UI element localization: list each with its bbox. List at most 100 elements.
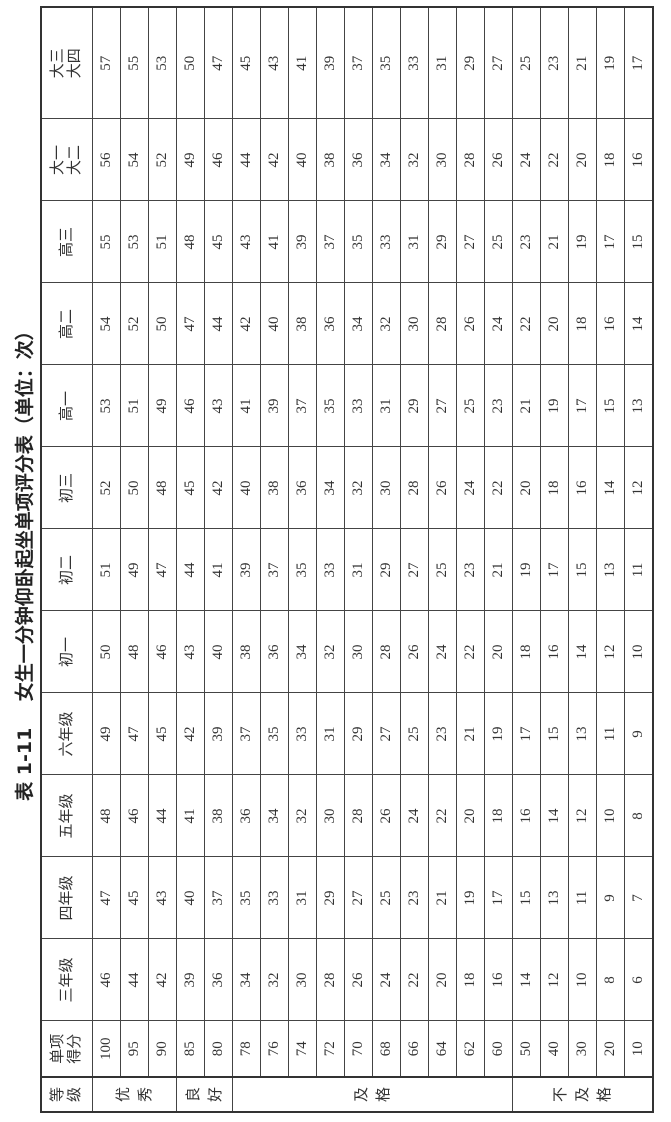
score-cell: 90 — [148, 1021, 177, 1077]
column-header: 大一大二 — [41, 119, 93, 201]
value-cell: 31 — [316, 693, 345, 775]
value-cell: 51 — [148, 201, 177, 283]
value-cell: 47 — [204, 7, 233, 119]
column-header: 大三大四 — [41, 7, 93, 119]
value-cell: 29 — [344, 693, 373, 775]
value-cell: 45 — [204, 201, 233, 283]
column-header-label: 初三 — [58, 473, 75, 504]
value-cell: 18 — [484, 775, 513, 857]
value-cell: 40 — [204, 611, 233, 693]
value-cell: 9 — [596, 857, 625, 939]
table-row: 优秀 100 46 47 48 49 50 51 52 53 54 55 56 57 — [92, 7, 177, 1112]
value-cell: 12 — [568, 775, 597, 857]
table-row: 74 30 31 32 33 34 35 36 37 38 39 40 41 — [288, 7, 317, 1112]
value-cell: 38 — [288, 283, 317, 365]
value-cell: 20 — [540, 283, 569, 365]
score-cell: 80 — [204, 1021, 233, 1077]
value-cell: 11 — [568, 857, 597, 939]
score-cell: 30 — [568, 1021, 597, 1077]
value-cell: 41 — [288, 7, 317, 119]
value-cell: 47 — [92, 857, 121, 939]
value-cell: 35 — [232, 857, 261, 939]
value-cell: 26 — [428, 447, 457, 529]
value-cell: 26 — [456, 283, 485, 365]
value-cell: 38 — [204, 775, 233, 857]
value-cell: 39 — [204, 693, 233, 775]
value-cell: 44 — [204, 283, 233, 365]
value-cell: 15 — [624, 201, 653, 283]
table-row: 20 8 9 10 11 12 13 14 15 16 17 18 19 — [596, 7, 625, 1112]
value-cell: 46 — [120, 775, 149, 857]
value-cell: 50 — [92, 611, 121, 693]
score-cell: 72 — [316, 1021, 345, 1077]
value-cell: 14 — [540, 775, 569, 857]
value-cell: 34 — [344, 283, 373, 365]
value-cell: 37 — [344, 7, 373, 119]
table-row: 40 12 13 14 15 16 17 18 19 20 21 22 23 — [540, 7, 569, 1112]
value-cell: 54 — [120, 119, 149, 201]
value-cell: 48 — [92, 775, 121, 857]
value-cell: 39 — [316, 7, 345, 119]
value-cell: 16 — [624, 119, 653, 201]
score-cell: 40 — [540, 1021, 569, 1077]
score-cell: 74 — [288, 1021, 317, 1077]
value-cell: 40 — [288, 119, 317, 201]
value-cell: 39 — [232, 529, 261, 611]
score-cell: 62 — [456, 1021, 485, 1077]
value-cell: 30 — [344, 611, 373, 693]
value-cell: 18 — [540, 447, 569, 529]
value-cell: 15 — [596, 365, 625, 447]
value-cell: 19 — [568, 201, 597, 283]
value-cell: 51 — [120, 365, 149, 447]
value-cell: 27 — [372, 693, 401, 775]
value-cell: 13 — [596, 529, 625, 611]
value-cell: 42 — [204, 447, 233, 529]
grade-cell: 优秀 — [92, 1077, 177, 1112]
column-header-label: 大一大二 — [50, 145, 83, 176]
score-table: 等级 单项得分 三年级 四年级 五年级 六年级 初一 初二 初三 高一 高二 高三 大一大二 大三大四 优… — [40, 6, 654, 1113]
value-cell: 40 — [232, 447, 261, 529]
grade-cell: 及格 — [232, 1077, 513, 1112]
value-cell: 45 — [120, 857, 149, 939]
table-row: 10 6 7 8 9 10 11 12 13 14 15 16 17 — [624, 7, 653, 1112]
value-cell: 20 — [484, 611, 513, 693]
value-cell: 23 — [400, 857, 429, 939]
value-cell: 46 — [204, 119, 233, 201]
value-cell: 24 — [428, 611, 457, 693]
value-cell: 12 — [596, 611, 625, 693]
value-cell: 17 — [540, 529, 569, 611]
grade-label: 不及格 — [552, 1087, 613, 1103]
value-cell: 55 — [120, 7, 149, 119]
value-cell: 28 — [400, 447, 429, 529]
value-cell: 43 — [148, 857, 177, 939]
value-cell: 22 — [400, 939, 429, 1021]
value-cell: 7 — [624, 857, 653, 939]
grade-label: 良好 — [185, 1087, 224, 1103]
column-header: 高二 — [41, 283, 93, 365]
value-cell: 29 — [372, 529, 401, 611]
value-cell: 37 — [260, 529, 289, 611]
value-cell: 8 — [624, 775, 653, 857]
value-cell: 16 — [568, 447, 597, 529]
value-cell: 46 — [148, 611, 177, 693]
value-cell: 31 — [400, 201, 429, 283]
value-cell: 44 — [176, 529, 205, 611]
value-cell: 22 — [540, 119, 569, 201]
value-cell: 34 — [372, 119, 401, 201]
column-header-label: 高二 — [58, 309, 75, 340]
value-cell: 30 — [316, 775, 345, 857]
value-cell: 46 — [92, 939, 121, 1021]
value-cell: 38 — [232, 611, 261, 693]
value-cell: 32 — [316, 611, 345, 693]
value-cell: 47 — [148, 529, 177, 611]
score-cell: 76 — [260, 1021, 289, 1077]
value-cell: 35 — [372, 7, 401, 119]
value-cell: 23 — [484, 365, 513, 447]
value-cell: 48 — [148, 447, 177, 529]
value-cell: 41 — [260, 201, 289, 283]
table-row: 66 22 23 24 25 26 27 28 29 30 31 32 33 — [400, 7, 429, 1112]
column-header: 三年级 — [41, 939, 93, 1021]
value-cell: 18 — [512, 611, 541, 693]
value-cell: 36 — [288, 447, 317, 529]
value-cell: 36 — [260, 611, 289, 693]
